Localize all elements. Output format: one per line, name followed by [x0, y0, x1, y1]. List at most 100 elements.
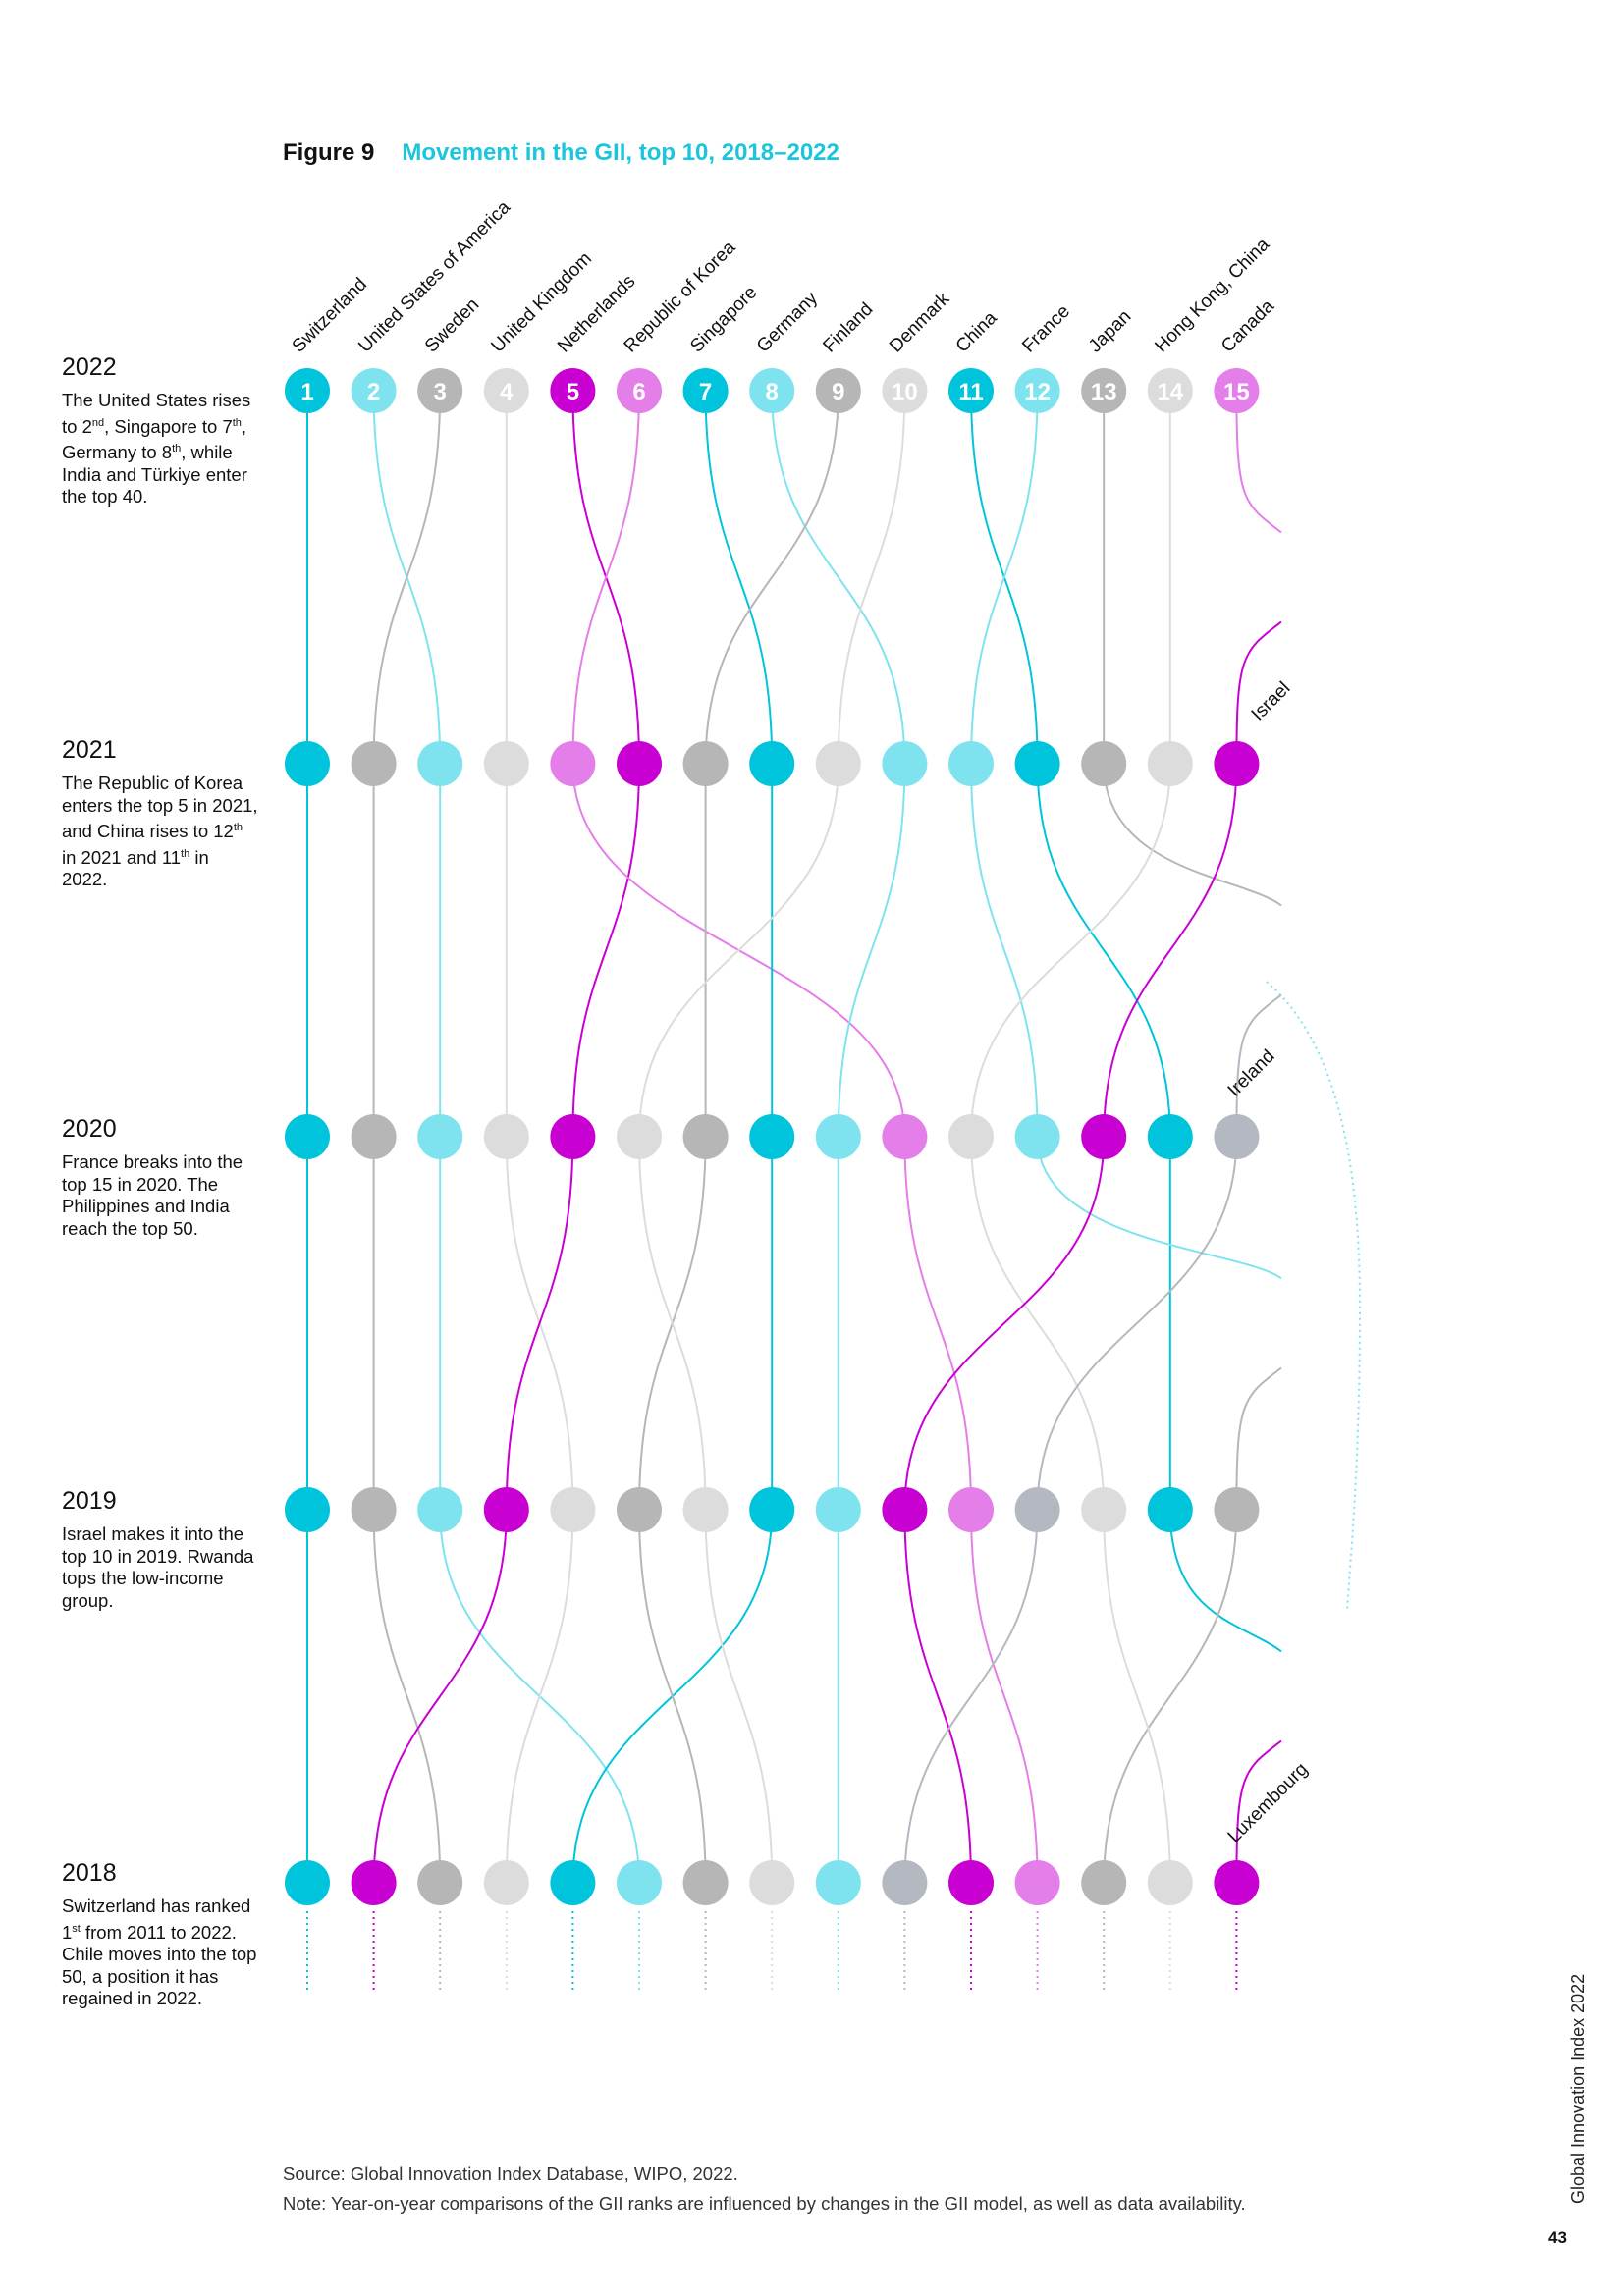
marker-denmark-2018 [749, 1860, 795, 1905]
marker-canada-2022 [1214, 368, 1260, 413]
connector-republic-of-korea-2019-2018 [970, 1509, 1039, 1884]
connector-netherlands-2020-2019 [505, 1136, 574, 1511]
marker-republic-of-korea-2022 [617, 368, 662, 413]
marker-sweden-2021 [351, 741, 397, 786]
marker-united-states-of-america-2021 [417, 741, 463, 786]
marker-singapore-2019 [749, 1487, 795, 1532]
marker-singapore-2022 [682, 368, 729, 413]
connector-denmark-2022-2021 [837, 390, 906, 765]
marker-united-kingdom-2019 [550, 1487, 596, 1532]
source-note: Source: Global Innovation Index Database… [283, 2163, 738, 2184]
marker-netherlands-2018 [351, 1860, 397, 1905]
page-number: 43 [1548, 2228, 1567, 2247]
marker-hong-kong-china-2018 [1147, 1860, 1193, 1905]
marker-china-2019 [1147, 1487, 1193, 1532]
country-label-china: China [952, 307, 1001, 356]
year-description: The United States rises to 2nd, Singapor… [62, 390, 251, 507]
marker-hong-kong-china-2021 [1147, 741, 1193, 786]
year-note-2020: 2020 France breaks into the top 15 in 20… [62, 1115, 258, 1240]
year-label: 2018 [62, 1859, 117, 1887]
marker-finland-2019 [617, 1487, 662, 1532]
connector-germany-2022-2021 [771, 390, 906, 765]
year-note-2018: 2018 Switzerland has ranked 1st from 201… [62, 1859, 258, 2010]
year-label: 2022 [62, 353, 117, 381]
connector-ireland-2019-2018 [903, 1509, 1039, 1884]
marker-singapore-2021 [749, 741, 795, 786]
rank-label-8: 8 [766, 379, 779, 405]
rank-label-10: 10 [892, 379, 918, 405]
marker-ireland-2018 [882, 1860, 928, 1905]
marker-united-states-of-america-2020 [417, 1114, 463, 1159]
side-label-israel: Israel [1248, 678, 1295, 725]
connector-france-2022-2021 [970, 390, 1039, 765]
marker-netherlands-2021 [617, 741, 662, 786]
rank-label-12: 12 [1024, 379, 1051, 405]
connector-luxembourg-2019-2018 [1235, 1739, 1282, 1884]
connector-finland-2022-2021 [704, 390, 839, 765]
marker-sweden-2020 [351, 1114, 397, 1159]
marker-china-2020 [1147, 1114, 1193, 1159]
year-note-2021: 2021 The Republic of Korea enters the to… [62, 736, 258, 891]
marker-china-2022 [948, 368, 994, 413]
marker-finland-2018 [682, 1860, 729, 1905]
connector-republic-of-korea-2020-2019 [903, 1136, 972, 1511]
marker-united-states-of-america-2022 [351, 368, 397, 413]
connector-japan-2020-2019 [1235, 1366, 1282, 1511]
marker-switzerland-2020 [285, 1114, 330, 1159]
connector-france-2021-2020 [970, 763, 1039, 1138]
marker-switzerland-2019 [285, 1487, 330, 1532]
marker-republic-of-korea-2018 [1014, 1860, 1060, 1905]
country-label-germany: Germany [753, 288, 822, 356]
connector-israel-2022-2021 [1235, 620, 1282, 765]
marker-netherlands-2020 [550, 1114, 596, 1159]
year-note-2022: 2022 The United States rises to 2nd, Sin… [62, 353, 258, 508]
connector-united-kingdom-2019-2018 [505, 1509, 574, 1884]
figure-title: Figure 9 Movement in the GII, top 10, 201… [283, 139, 839, 167]
publication-title: Global Innovation Index 2022 [1568, 1973, 1588, 2204]
marker-united-kingdom-2021 [483, 741, 529, 786]
marker-singapore-2020 [749, 1114, 795, 1159]
connector-france-2020-2019 [1036, 1136, 1282, 1280]
marker-united-kingdom-2018 [483, 1860, 529, 1905]
connector-china-2021-2020 [1036, 763, 1171, 1138]
marker-ireland-2020 [1214, 1114, 1260, 1159]
connector-hong-kong-china-2021-2020 [970, 763, 1171, 1138]
connector-republic-of-korea-2022-2021 [571, 390, 640, 765]
marker-layer [285, 368, 1260, 1905]
marker-republic-of-korea-2019 [948, 1487, 994, 1532]
marker-denmark-2019 [682, 1487, 729, 1532]
connector-germany-2021-2020 [837, 763, 906, 1138]
rank-label-11: 11 [958, 379, 983, 405]
connector-sweden-2019-2018 [372, 1509, 442, 1884]
year-label: 2019 [62, 1487, 117, 1515]
marker-japan-2022 [1081, 368, 1127, 413]
marker-finland-2022 [815, 368, 861, 413]
country-label-japan: Japan [1085, 306, 1135, 356]
marker-united-kingdom-2022 [483, 368, 529, 413]
connector-singapore-2022-2021 [704, 390, 774, 765]
country-label-france: France [1018, 301, 1074, 357]
marker-united-kingdom-2020 [483, 1114, 529, 1159]
connector-denmark-2021-2020 [638, 763, 839, 1138]
marker-sweden-2022 [417, 368, 463, 413]
marker-japan-2018 [1081, 1860, 1127, 1905]
connector-exit-dotted [1266, 981, 1362, 1611]
connector-sweden-2022-2021 [372, 390, 442, 765]
marker-ireland-2019 [1014, 1487, 1060, 1532]
side-label-ireland: Ireland [1224, 1046, 1279, 1101]
marker-germany-2021 [882, 741, 928, 786]
connector-ireland-2021-2020 [1235, 993, 1282, 1138]
marker-israel-2020 [1081, 1114, 1127, 1159]
country-label-canada: Canada [1217, 295, 1278, 356]
connector-netherlands-2021-2020 [571, 763, 640, 1138]
marker-germany-2022 [749, 368, 795, 413]
marker-china-2021 [1014, 741, 1060, 786]
year-description: France breaks into the top 15 in 2020. T… [62, 1151, 243, 1239]
marker-singapore-2018 [550, 1860, 596, 1905]
rank-label-13: 13 [1091, 379, 1117, 405]
methodology-note: Note: Year-on-year comparisons of the GI… [283, 2193, 1246, 2214]
rank-label-5: 5 [567, 379, 579, 405]
marker-denmark-2022 [882, 368, 928, 413]
